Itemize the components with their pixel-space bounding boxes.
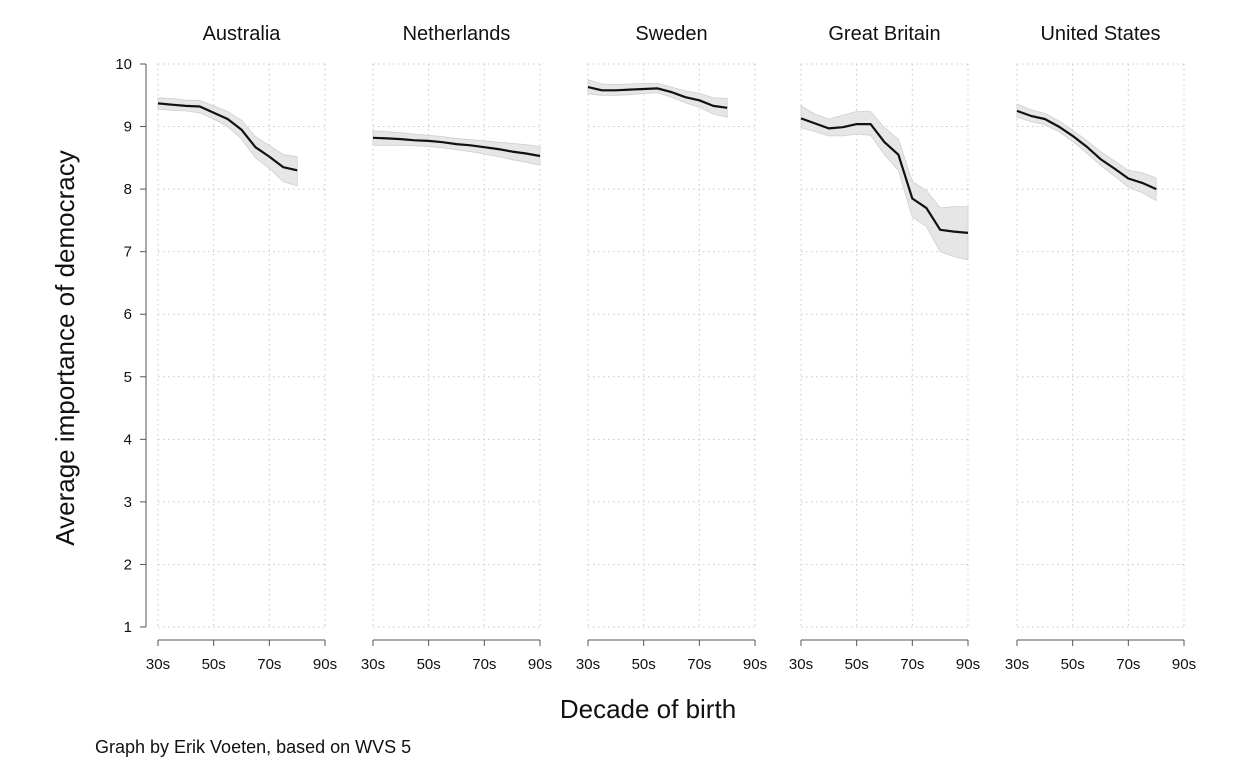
y-tick-label: 5 xyxy=(124,369,132,386)
x-tick-label: 90s xyxy=(528,656,552,673)
x-tick-label: 30s xyxy=(1005,656,1029,673)
confidence-band xyxy=(800,105,969,261)
panel-title: Australia xyxy=(203,23,282,45)
x-tick-label: 90s xyxy=(313,656,337,673)
y-tick-label: 4 xyxy=(124,431,132,448)
series-line xyxy=(800,117,969,234)
panel-title: Great Britain xyxy=(828,23,940,45)
y-tick-label: 10 xyxy=(115,56,132,73)
y-tick-label: 2 xyxy=(124,556,132,573)
x-tick-label: 90s xyxy=(743,656,767,673)
confidence-band xyxy=(372,130,541,166)
x-tick-label: 70s xyxy=(1116,656,1140,673)
y-tick-label: 9 xyxy=(124,119,132,136)
x-tick-label: 70s xyxy=(687,656,711,673)
x-tick-label: 50s xyxy=(202,656,226,673)
axis-layer: 1 2 3 4 5 6 7 8 9 10 30s 50s 70s 90s 30s 50s 70s 90s 30s 50… xyxy=(115,56,1196,673)
panel-title: United States xyxy=(1040,23,1160,45)
confidence-band xyxy=(1016,103,1157,202)
x-axis-title: Decade of birth xyxy=(560,694,736,724)
x-tick-label: 30s xyxy=(576,656,600,673)
x-tick-label: 50s xyxy=(1061,656,1085,673)
x-tick-label: 50s xyxy=(417,656,441,673)
confidence-band xyxy=(157,97,298,187)
x-tick-label: 50s xyxy=(632,656,656,673)
band-layer xyxy=(157,79,1157,261)
x-tick-label: 30s xyxy=(146,656,170,673)
x-tick-label: 50s xyxy=(845,656,869,673)
series-line xyxy=(372,136,541,158)
series-line xyxy=(1016,109,1157,191)
grid-layer xyxy=(157,63,1185,628)
y-axis-title: Average importance of democracy xyxy=(50,150,80,546)
panel-title: Sweden xyxy=(635,23,707,45)
y-tick-label: 7 xyxy=(124,244,132,261)
y-tick-label: 1 xyxy=(124,619,132,636)
title-layer: Australia Netherlands Sweden Great Britain U… xyxy=(203,23,1161,45)
x-tick-label: 70s xyxy=(900,656,924,673)
y-tick-label: 8 xyxy=(124,181,132,198)
y-tick-label: 6 xyxy=(124,306,132,323)
line-layer xyxy=(157,86,1157,234)
confidence-band xyxy=(587,79,728,118)
x-tick-label: 70s xyxy=(472,656,496,673)
x-tick-label: 90s xyxy=(956,656,980,673)
x-tick-label: 30s xyxy=(789,656,813,673)
x-tick-label: 90s xyxy=(1172,656,1196,673)
series-line xyxy=(157,102,298,172)
x-tick-label: 70s xyxy=(257,656,281,673)
credit-text: Graph by Erik Voeten, based on WVS 5 xyxy=(95,737,412,757)
y-tick-label: 3 xyxy=(124,494,132,511)
x-tick-label: 30s xyxy=(361,656,385,673)
series-line xyxy=(587,86,728,109)
panel-title: Netherlands xyxy=(403,23,511,45)
